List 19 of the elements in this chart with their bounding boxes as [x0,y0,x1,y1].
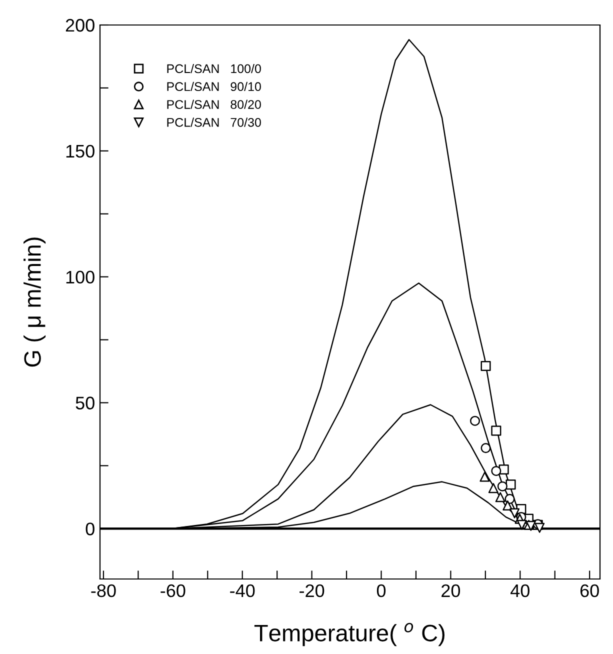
legend-label: PCL/SAN 80/20 [167,100,261,109]
x-tick-label: 0 [376,584,386,598]
x-tick-label: -20 [300,584,324,598]
x-tick-label: -80 [91,584,116,598]
x-tick-label: -60 [160,584,186,598]
y-tick-label: 0 [86,522,94,536]
y-tick-label: 200 [66,18,94,32]
legend-label: PCL/SAN 70/30 [167,118,261,127]
x-tick-label: 60 [580,584,599,598]
x-tick-label: 20 [442,584,460,598]
legend-label: PCL/SAN 100/0 [167,64,261,74]
x-tick-label: 40 [510,584,530,598]
legend-label: PCL/SAN 90/10 [167,82,261,92]
y-tick-label: 50 [76,396,94,410]
y-axis-title: G ( μ m/min) [24,238,46,367]
x-axis-title: Temperature( $^{o}$ C) [254,622,444,646]
x-tick-label: -40 [230,584,255,598]
y-tick-label: 150 [66,144,94,158]
y-tick-label: 100 [66,270,94,284]
